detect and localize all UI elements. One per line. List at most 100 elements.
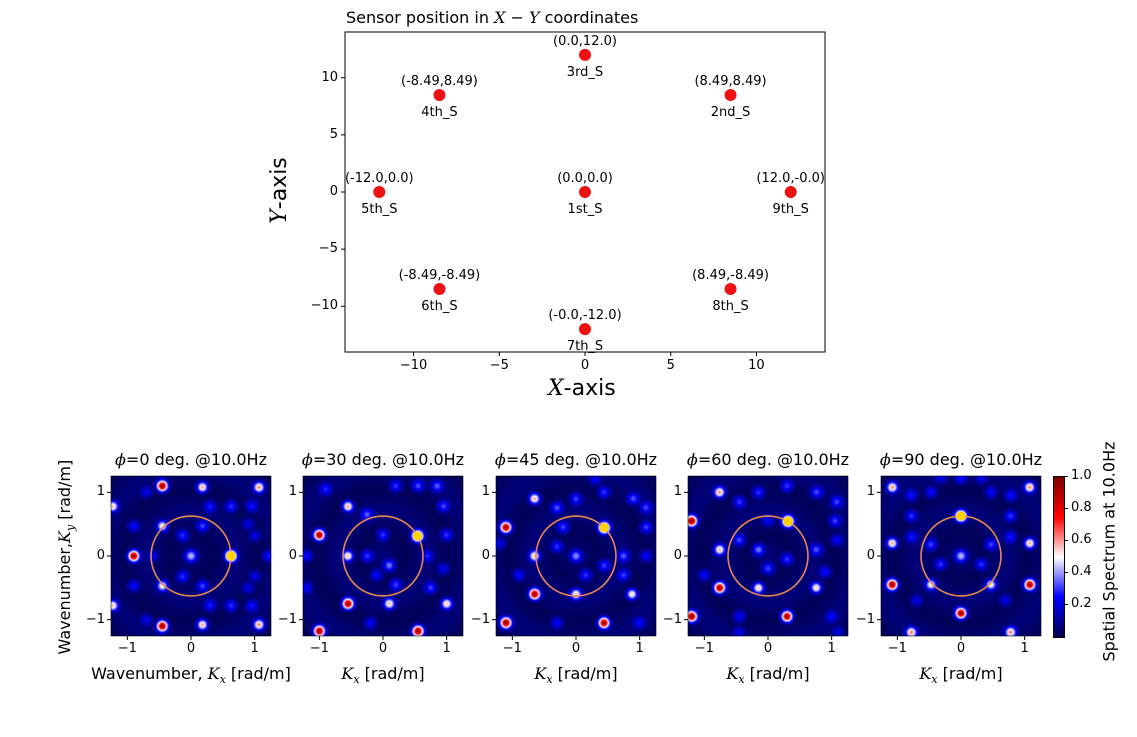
panel-overlay <box>299 475 464 640</box>
unit-label: [rad/m] <box>744 664 810 683</box>
unit-label: [rad/m] <box>359 664 425 683</box>
x-tick-label: 0 <box>378 641 388 656</box>
y-tick-label: −1 <box>85 611 105 627</box>
sensor-point-4th_S <box>433 88 446 101</box>
panel-title-text: =45 deg. @10.0Hz <box>505 450 658 469</box>
x-tick-label: −1 <box>502 641 522 656</box>
x-tick-label: 1 <box>827 641 836 656</box>
colorbar-tick-mark <box>1064 571 1068 573</box>
x-tick-label: 5 <box>666 358 675 373</box>
panel-title: ϕ=45 deg. @10.0Hz <box>456 450 696 469</box>
y-tick-label: 0 <box>673 548 682 563</box>
y-tick-label: −1 <box>855 611 875 627</box>
x-tick-label: −5 <box>489 358 509 373</box>
x-tick-label: 0 <box>571 641 581 656</box>
sensor-point-5th_S <box>373 186 386 198</box>
panel-x-axis-label: Kx [rad/m] <box>263 664 503 686</box>
panel-overlay <box>492 475 657 640</box>
y-tick-label: −1 <box>277 611 297 627</box>
x-tick-label: 1 <box>1020 641 1029 656</box>
y-tick-label: 5 <box>329 126 338 142</box>
unit-label: [rad/m] <box>552 664 618 683</box>
y-tick-label: 1 <box>673 484 682 500</box>
wavenumber-circle <box>150 515 232 597</box>
unit-label: [rad/m] <box>225 664 291 683</box>
sensor-point-2nd_S <box>724 88 737 101</box>
panel-title-text: =30 deg. @10.0Hz <box>312 450 465 469</box>
x-tick-label: 1 <box>250 641 259 656</box>
x-label-prefix: Wavenumber, <box>91 664 208 683</box>
panel-overlay <box>107 475 272 640</box>
x-subscript: x <box>353 673 360 687</box>
y-tick-label: 10 <box>321 69 338 85</box>
sensor-coord-label: (0.0,12.0) <box>553 33 617 49</box>
y-tick-label: −1 <box>662 611 682 627</box>
sensor-name-label: 5th_S <box>361 202 398 217</box>
source-direction-marker <box>413 531 423 541</box>
panel-overlay <box>684 475 849 640</box>
spatial-spectrum-heatmap <box>881 476 1041 636</box>
panel-frame <box>687 475 849 637</box>
y-tick-label: −1 <box>470 611 490 627</box>
source-direction-marker <box>956 511 966 521</box>
x-tick-label: −1 <box>117 641 137 656</box>
sensor-coord-label: (8.49,8.49) <box>694 73 767 89</box>
source-direction-marker <box>599 523 609 533</box>
sensor-name-label: 6th_S <box>421 299 458 315</box>
sensor-point-3rd_S <box>579 48 591 61</box>
panel-frame <box>495 475 657 637</box>
panel-frame <box>302 475 464 637</box>
sensor-name-label: 8th_S <box>712 299 749 315</box>
phi-symbol: ϕ <box>301 450 313 469</box>
sensor-coord-label: (-0.0,-12.0) <box>548 308 622 324</box>
panel-x-axis-label: Kx [rad/m] <box>456 664 696 686</box>
spatial-spectrum-heatmap <box>496 476 656 636</box>
colorbar-tick-label: 0.8 <box>1071 500 1092 515</box>
colorbar-tick-mark <box>1064 475 1068 477</box>
phi-symbol: ϕ <box>494 450 506 469</box>
x-tick-label: 0 <box>580 358 590 373</box>
sensor-name-label: 1st_S <box>567 202 603 217</box>
sensor-point-7th_S <box>579 323 591 336</box>
y-tick-label: 1 <box>481 484 490 500</box>
sensor-coord-label: (8.49,-8.49) <box>692 268 769 284</box>
source-direction-marker <box>226 551 236 561</box>
wavenumber-circle <box>535 515 617 597</box>
scatter-title: Sensor position in X − Y coordinates <box>346 8 639 27</box>
panel-title: ϕ=90 deg. @10.0Hz <box>841 450 1081 469</box>
k-symbol: K <box>534 664 547 683</box>
sensor-coord-label: (-8.49,8.49) <box>401 73 478 89</box>
x-subscript: x <box>738 673 745 687</box>
sensor-point-6th_S <box>433 283 446 296</box>
scatter-y-axis-label: Y-axis <box>266 157 292 224</box>
wavenumber-circle <box>727 515 809 597</box>
scatter-x-axis-label: X-axis <box>548 376 616 401</box>
sensor-coord-label: (0.0,0.0) <box>557 171 613 186</box>
x-tick-label: 10 <box>748 358 765 373</box>
x-tick-label: 0 <box>763 641 773 656</box>
y-tick-label: 0 <box>96 548 105 563</box>
x-subscript: x <box>931 673 938 687</box>
colorbar-tick-mark <box>1064 603 1068 605</box>
phi-symbol: ϕ <box>115 450 126 469</box>
panel-frame <box>110 475 272 637</box>
k-symbol: K <box>919 664 932 683</box>
spatial-spectrum-heatmap <box>688 476 848 636</box>
sensor-position-plot <box>341 31 826 356</box>
panel-frame <box>880 475 1042 637</box>
source-direction-marker <box>783 516 793 526</box>
x-tick-label: 0 <box>186 641 196 656</box>
y-tick-label: 1 <box>96 484 105 500</box>
sensor-name-label: 2nd_S <box>710 104 751 120</box>
y-tick-label: 0 <box>329 184 338 199</box>
x-tick-label: 0 <box>956 641 966 656</box>
wavenumber-circle <box>342 515 424 597</box>
sensor-coord-label: (12.0,-0.0) <box>756 171 825 186</box>
y-tick-label: 1 <box>288 484 297 500</box>
panel-x-axis-label: Wavenumber, Kx [rad/m] <box>71 664 311 686</box>
panel-title-text: =90 deg. @10.0Hz <box>890 450 1043 469</box>
x-subscript: x <box>546 673 553 687</box>
spatial-spectrum-heatmap <box>111 476 271 636</box>
panel-x-axis-label: Kx [rad/m] <box>841 664 1081 686</box>
sensor-name-label: 3rd_S <box>566 64 604 80</box>
